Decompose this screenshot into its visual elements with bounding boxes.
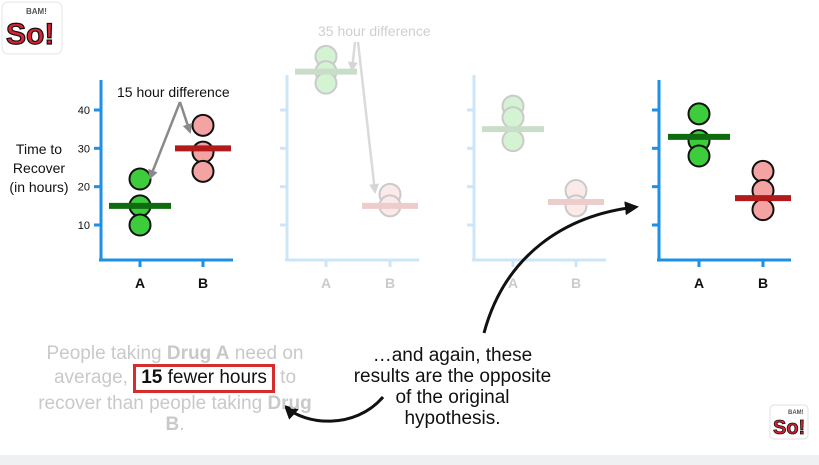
- point-a: [314, 44, 338, 68]
- bottom-strip: [0, 455, 819, 465]
- point-b: [378, 182, 402, 206]
- summary-part1: People taking: [46, 343, 167, 364]
- y-axis-title: Time to Recover (in hours): [2, 140, 76, 197]
- annotation-35-hour: 35 hour difference: [318, 23, 431, 39]
- y-tick-label: 30: [78, 143, 90, 155]
- arrow-to-a-mean: [148, 101, 182, 180]
- point-a: [501, 129, 525, 153]
- caption: …and again, these results are the opposi…: [340, 345, 565, 429]
- curved-arrow-to-summary: [283, 396, 385, 423]
- svg-text:So!: So!: [773, 417, 805, 439]
- point-b: [378, 194, 402, 218]
- summary-drug-b: Drug B: [165, 393, 312, 435]
- x-tick-label: A: [135, 275, 145, 291]
- point-b: [564, 194, 588, 218]
- summary-part4: .: [179, 414, 185, 435]
- x-tick-label: A: [321, 275, 331, 291]
- caption-line3: of the original: [395, 387, 510, 408]
- x-tick-label: A: [694, 275, 704, 291]
- arrow-faded-a: [347, 41, 358, 72]
- annotation-15-hour: 15 hour difference: [117, 84, 230, 100]
- panel-1: 10 20 30 40 A B: [78, 80, 233, 291]
- svg-text:So!: So!: [6, 18, 54, 51]
- point-a: [687, 144, 711, 168]
- logo-top-left: So! BAM!: [1, 1, 63, 55]
- point-b: [564, 179, 588, 202]
- x-tick-label: A: [508, 275, 518, 291]
- point-b: [751, 198, 775, 222]
- x-tick-label: B: [385, 275, 395, 291]
- y-tick-label: 20: [78, 182, 90, 194]
- point-a: [314, 71, 338, 95]
- point-b: [191, 113, 215, 137]
- caption-line4: hypothesis.: [404, 408, 501, 429]
- y-axis-title-line2: Recover: [12, 160, 66, 176]
- summary-text: People taking Drug A need on average, 15…: [30, 343, 320, 435]
- point-a: [501, 94, 525, 118]
- point-a: [128, 167, 152, 191]
- y-tick-label: 10: [78, 220, 90, 232]
- point-b: [751, 159, 775, 183]
- y-axis-title-line3: (in hours): [9, 179, 69, 195]
- svg-text:BAM!: BAM!: [26, 7, 47, 16]
- arrow-to-b-mean: [178, 101, 193, 134]
- x-tick-label: B: [198, 275, 208, 291]
- highlight-number: 15: [141, 367, 163, 388]
- point-b: [191, 140, 215, 164]
- y-tick-label: 40: [78, 105, 90, 117]
- y-axis-title-line1: Time to: [15, 141, 63, 157]
- summary-part2: need on average,: [53, 343, 304, 388]
- summary-drug-a: Drug A: [166, 343, 230, 364]
- point-a: [128, 213, 152, 237]
- arrow-faded-b: [356, 41, 380, 194]
- highlight-box: 15 fewer hours: [133, 364, 275, 393]
- caption-line1: …and again, these: [372, 345, 533, 366]
- curved-arrow-to-last-panel: [482, 201, 639, 334]
- point-a: [314, 60, 338, 84]
- x-tick-label: B: [571, 275, 581, 291]
- point-a: [501, 106, 525, 130]
- logo-bottom-right: So! BAM!: [769, 404, 809, 440]
- point-a: [687, 102, 711, 126]
- highlight-text: fewer hours: [162, 367, 267, 388]
- svg-text:BAM!: BAM!: [788, 410, 804, 416]
- x-tick-label: B: [758, 275, 768, 291]
- caption-line2: results are the opposite: [353, 366, 552, 387]
- summary-part3: to recover than people taking: [38, 367, 297, 414]
- point-b: [191, 159, 215, 183]
